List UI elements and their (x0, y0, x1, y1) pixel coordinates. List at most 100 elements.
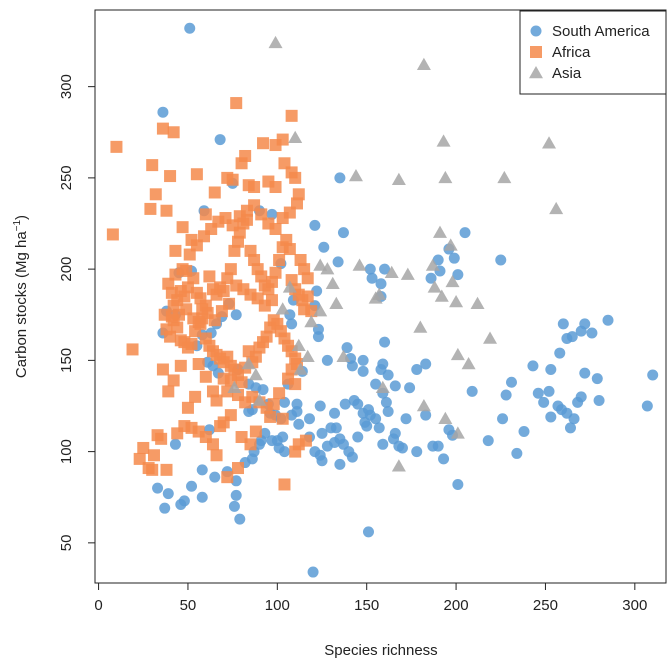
data-point (206, 385, 219, 398)
data-point (325, 422, 337, 434)
data-point (268, 35, 283, 49)
data-point (285, 363, 298, 376)
data-point (557, 318, 569, 330)
x-tick-label: 250 (533, 597, 558, 614)
data-point (280, 233, 293, 246)
data-point (450, 426, 465, 439)
data-point (357, 354, 369, 366)
x-axis-title: Species richness (324, 642, 437, 659)
data-point (214, 134, 226, 146)
data-point (282, 280, 297, 293)
data-point (244, 244, 257, 257)
legend-box (519, 10, 667, 95)
data-point (239, 149, 252, 162)
data-point (411, 446, 423, 458)
data-point (266, 208, 278, 220)
y-tick-label: 150 (58, 348, 75, 373)
data-point (244, 438, 257, 451)
data-point (146, 159, 159, 172)
data-point (248, 367, 263, 381)
data-point (554, 347, 566, 359)
data-point (483, 331, 498, 344)
data-point (352, 258, 367, 271)
data-point (543, 385, 555, 397)
data-point (190, 239, 203, 252)
data-point (420, 409, 432, 421)
plot-border (94, 9, 667, 584)
data-point (110, 140, 123, 153)
data-point (518, 426, 530, 438)
data-point (232, 462, 244, 475)
data-point (329, 296, 344, 310)
data-point (416, 57, 431, 70)
data-point (593, 395, 605, 407)
data-point (438, 453, 450, 465)
legend-marker (530, 25, 542, 37)
data-point (586, 327, 598, 339)
data-point (382, 369, 394, 381)
data-point (208, 186, 221, 199)
data-point (348, 395, 360, 407)
data-point (276, 133, 289, 146)
data-point (497, 170, 512, 184)
x-tick-label: 200 (444, 597, 469, 614)
x-axis: 0 50 100 150 200 250 300 (94, 583, 647, 614)
y-tick-label: 300 (58, 74, 75, 99)
data-point (255, 270, 268, 283)
data-point (278, 446, 290, 458)
data-point (273, 387, 286, 400)
data-point (564, 422, 576, 434)
y-tick-label: 200 (58, 257, 75, 282)
data-point (175, 499, 187, 511)
legend-marker (530, 46, 542, 58)
data-point (316, 427, 328, 439)
data-point (183, 248, 196, 261)
data-point (192, 358, 205, 371)
data-point (325, 276, 340, 289)
data-point (226, 173, 239, 186)
data-point (235, 376, 248, 389)
data-point (591, 373, 603, 385)
data-point (352, 431, 364, 443)
data-point (144, 202, 157, 215)
data-point (276, 412, 289, 425)
y-tick-label: 250 (58, 165, 75, 190)
data-point (320, 262, 335, 275)
data-point (164, 170, 177, 183)
y-tick-label: 50 (58, 535, 75, 552)
data-point (443, 238, 458, 251)
data-point (332, 256, 344, 268)
data-point (230, 475, 242, 487)
data-point (249, 350, 262, 363)
data-point (425, 272, 437, 284)
data-point (155, 432, 168, 445)
data-point (217, 285, 230, 298)
data-point (224, 263, 237, 276)
data-point (156, 122, 169, 135)
data-point (500, 389, 512, 401)
data-point (466, 385, 478, 397)
data-point (413, 320, 428, 333)
data-point (288, 130, 303, 143)
data-point (291, 405, 303, 417)
data-point (178, 290, 191, 303)
data-point (230, 489, 242, 501)
data-point (181, 401, 194, 414)
y-tick-label: 100 (58, 439, 75, 464)
data-point (379, 263, 391, 275)
data-point (187, 272, 200, 285)
data-point (293, 418, 305, 430)
data-point (184, 22, 196, 34)
data-point (228, 244, 241, 257)
data-point (248, 199, 261, 212)
data-point (283, 206, 296, 219)
data-point (372, 287, 387, 300)
legend-label: South America (552, 23, 650, 40)
data-point (579, 367, 591, 379)
data-point (313, 304, 328, 317)
data-point (301, 272, 314, 285)
data-point (362, 526, 374, 538)
data-point (312, 331, 324, 343)
data-point (230, 309, 242, 321)
data-point (384, 265, 399, 279)
